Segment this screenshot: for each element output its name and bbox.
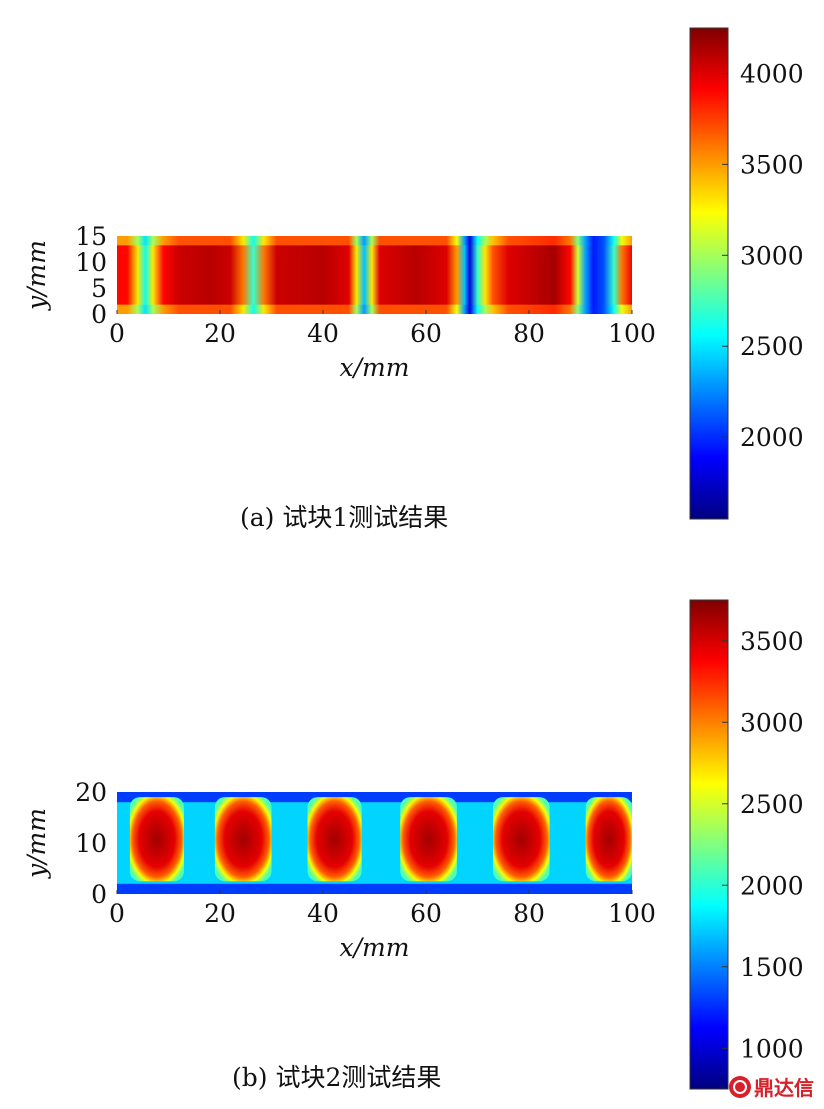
heatmap-block [307, 797, 362, 882]
colorbar-tick-label: 1000 [740, 1034, 804, 1063]
y-axis-label: y/mm [22, 240, 51, 311]
x-tick-label: 40 [307, 319, 339, 348]
colorbar [689, 27, 729, 520]
chart-b: 0 20 40 60 80 10001020x/mmy/mm100015002000250… [22, 599, 804, 1090]
x-axis-label: x/mm [340, 933, 410, 962]
x-tick-label: 20 [204, 899, 236, 928]
y-tick-label: 20 [75, 778, 107, 807]
watermark-text: 鼎达信 [754, 1076, 814, 1100]
colorbar-tick-label: 4000 [740, 59, 804, 88]
watermark-logo: 鼎达信 [729, 1072, 814, 1101]
caption-b: (b) 试块2测试结果 [232, 1063, 442, 1092]
y-tick-label: 0 [91, 880, 107, 909]
x-tick-label: 0 [109, 319, 125, 348]
x-axis-label: x/mm [340, 353, 410, 382]
x-tick-label: 0 [109, 899, 125, 928]
y-axis-label: y/mm [22, 808, 51, 879]
x-tick-label: 80 [513, 319, 545, 348]
colorbar-tick-label: 3500 [740, 627, 804, 656]
x-tick-label: 60 [410, 319, 442, 348]
colorbar-tick-label: 2000 [740, 423, 804, 452]
colorbar-tick-label: 3000 [740, 241, 804, 270]
heatmap-background [117, 802, 632, 884]
y-tick-label: 0 [91, 300, 107, 329]
y-tick-label: 10 [75, 248, 107, 277]
y-tick-label: 5 [91, 274, 107, 303]
x-tick-label: 100 [608, 899, 656, 928]
colorbar-tick-label: 1500 [740, 953, 804, 982]
logo-icon [729, 1075, 751, 1098]
x-tick-label: 100 [608, 319, 656, 348]
x-tick-label: 20 [204, 319, 236, 348]
colorbar-tick-label: 3500 [740, 150, 804, 179]
heatmap-block [214, 797, 272, 882]
caption-a: (a) 试块1测试结果 [240, 503, 449, 532]
colorbar-tick-label: 3000 [740, 708, 804, 737]
heatmap-block [492, 797, 550, 882]
y-tick-label: 10 [75, 829, 107, 858]
heatmap-center-band [117, 245, 632, 305]
heatmap-block [585, 797, 632, 882]
colorbar-tick-label: 2500 [740, 790, 804, 819]
heatmap-block [400, 797, 457, 882]
panel-b: 0 20 40 60 80 100 0 10 20 x/mm y/mm 1000 1500 2000 250… [0, 580, 824, 1109]
panel-a: 0 20 40 60 80 100 0 5 10 15 x/mm y/mm 2000 2500 3000 35… [22, 27, 804, 532]
y-tick-label: 15 [75, 222, 107, 251]
colorbar-tick-label: 2000 [740, 871, 804, 900]
x-tick-label: 40 [307, 899, 339, 928]
x-tick-label: 80 [513, 899, 545, 928]
x-tick-label: 60 [410, 899, 442, 928]
heatmap-block [129, 797, 184, 882]
colorbar-tick-label: 2500 [740, 332, 804, 361]
colorbar [689, 599, 729, 1090]
